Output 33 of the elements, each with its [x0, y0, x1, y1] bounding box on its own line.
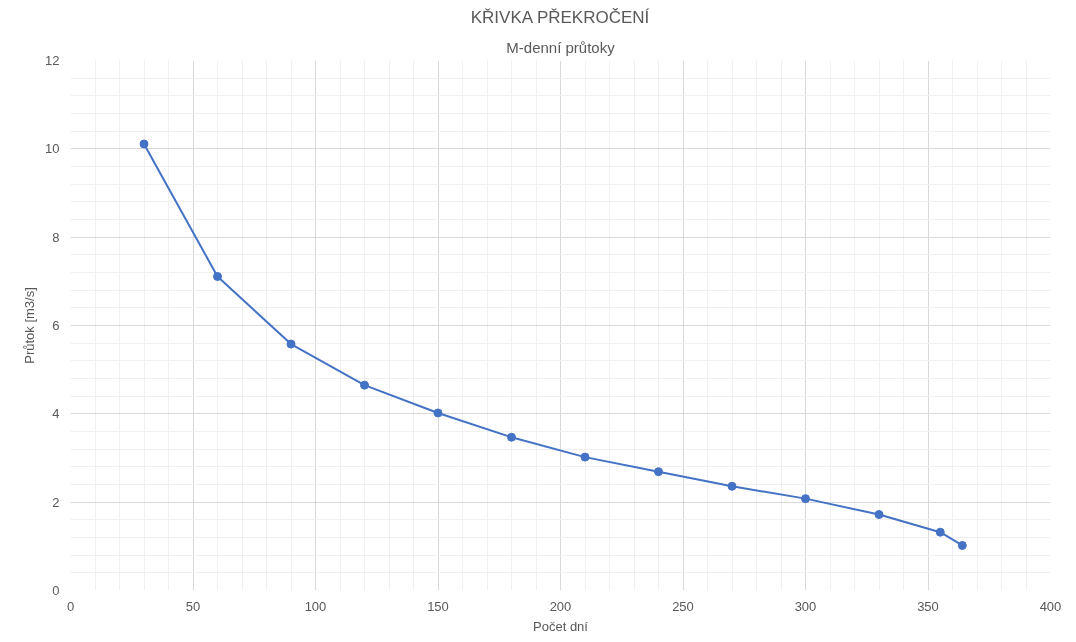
point	[801, 494, 810, 504]
point	[360, 380, 369, 390]
y-tick-label: 10	[45, 141, 60, 157]
point	[580, 452, 590, 462]
y-tick-label: 12	[45, 53, 60, 68]
point	[433, 408, 443, 418]
y-tick-label: 6	[52, 318, 60, 333]
y-axis-title: Průtok [m3/s]	[22, 287, 38, 364]
x-tick-label: 300	[794, 598, 817, 614]
x-tick-label: 250	[672, 598, 694, 614]
x-tick-label: 150	[427, 598, 449, 614]
x-tick-label: 100	[304, 598, 327, 614]
x-tick-label: 50	[185, 598, 201, 614]
point	[935, 527, 945, 537]
x-tick-label: 200	[549, 598, 572, 614]
point	[957, 540, 967, 550]
point	[213, 271, 222, 281]
x-tick-label: 400	[1039, 598, 1062, 614]
y-tick-label: 4	[52, 406, 60, 422]
y-tick-label: 8	[52, 229, 60, 245]
point	[139, 139, 149, 149]
y-tick-label: 0	[52, 583, 60, 598]
x-tick-label: 0	[66, 598, 75, 614]
point	[507, 432, 516, 442]
chart-subtitle: M-denní průtoky	[506, 38, 616, 56]
point	[286, 339, 296, 349]
chart-title: KŘIVKA PŘEKROČENÍ	[470, 7, 650, 27]
x-axis-title: Počet dní	[533, 618, 589, 634]
point	[727, 481, 737, 491]
y-tick-label: 2	[52, 494, 60, 510]
point	[874, 510, 884, 520]
point	[654, 467, 663, 477]
x-tick-label: 350	[917, 598, 939, 614]
